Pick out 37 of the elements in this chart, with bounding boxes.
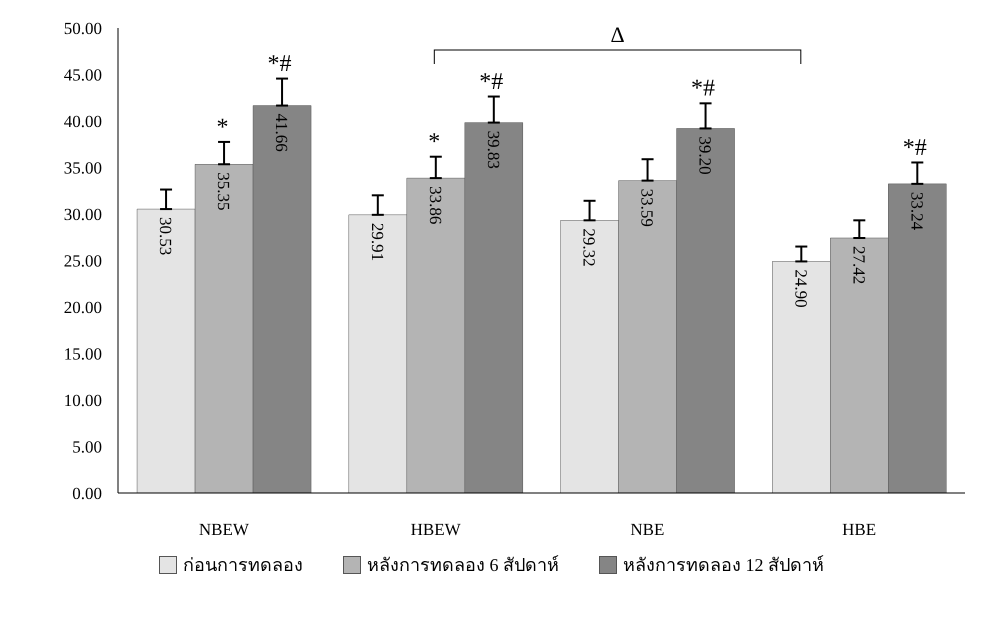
data-label: 33.59 <box>638 188 657 227</box>
data-label: 30.53 <box>156 217 176 256</box>
data-label: 39.83 <box>484 130 503 169</box>
y-tick-label: 30.00 <box>64 205 102 224</box>
y-tick-label: 45.00 <box>64 66 102 85</box>
legend-label: หลังการทดลอง 12 สัปดาห์ <box>623 554 824 577</box>
x-tick-label: NBEW <box>198 520 250 540</box>
y-tick-label: 20.00 <box>64 298 102 318</box>
x-tick-label: HBEW <box>410 520 462 540</box>
y-tick-label: 10.00 <box>64 391 102 410</box>
x-tick-label: NBE <box>630 520 664 540</box>
legend-label: ก่อนการทดลอง <box>183 554 303 577</box>
y-tick-label: 5.00 <box>72 438 102 457</box>
data-label: 29.91 <box>368 222 387 262</box>
annotation: * <box>428 129 440 156</box>
y-tick-label: 15.00 <box>64 344 102 364</box>
y-tick-label: 0.00 <box>72 484 102 504</box>
annotation: *# <box>691 76 716 102</box>
annotation: *# <box>479 68 504 95</box>
data-label: 33.86 <box>426 186 445 224</box>
data-label: 33.24 <box>907 192 926 231</box>
y-tick-label: 40.00 <box>64 112 102 132</box>
x-tick-label: HBE <box>842 520 876 540</box>
y-tick-label: 25.00 <box>64 252 102 271</box>
data-label: 35.35 <box>214 172 234 210</box>
data-label: 29.32 <box>580 228 599 267</box>
annotation: *# <box>268 50 292 77</box>
y-tick-label: 35.00 <box>64 158 102 178</box>
annotation: * <box>216 114 229 140</box>
data-label: 24.90 <box>791 269 810 308</box>
data-label: 27.42 <box>849 246 868 284</box>
data-label: 41.66 <box>272 114 292 152</box>
annotation: *# <box>902 134 927 161</box>
y-tick-label: 50.00 <box>64 19 102 38</box>
legend-label: หลังการทดลอง 6 สัปดาห์ <box>367 554 559 577</box>
annotation: Δ <box>610 22 625 47</box>
data-label: 39.20 <box>696 136 715 175</box>
